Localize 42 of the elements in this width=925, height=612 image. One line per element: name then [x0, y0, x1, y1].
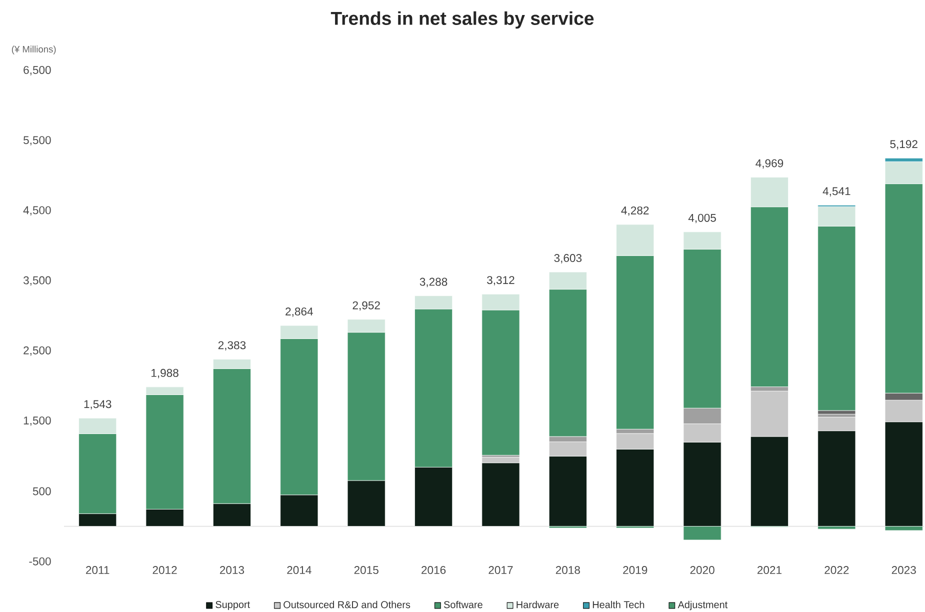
- x-tick-label: 2015: [354, 566, 378, 574]
- x-tick-label: 2019: [623, 566, 648, 574]
- total-label: 3,288: [420, 278, 448, 288]
- x-tick-label: 2021: [757, 566, 782, 574]
- total-label: 3,312: [487, 276, 514, 286]
- total-label: 4,541: [822, 187, 850, 196]
- x-tick-label: 2022: [824, 566, 849, 574]
- total-label: 1,543: [84, 400, 112, 410]
- y-axis-title: (¥ Millions): [12, 46, 56, 54]
- y-tick-label: 1,500: [24, 416, 51, 426]
- x-tick-label: 2017: [488, 566, 513, 574]
- y-tick-label: 5,500: [24, 136, 51, 146]
- total-label: 1,988: [152, 368, 178, 378]
- total-label: 4,282: [621, 206, 649, 216]
- y-tick-label: 3,500: [23, 276, 51, 286]
- y-tick-label: -500: [29, 557, 51, 566]
- y-tick-label: 500: [32, 487, 51, 496]
- total-label: 3,603: [554, 254, 582, 264]
- x-tick-label: 2018: [556, 566, 580, 574]
- legend-label: Adjustment: [678, 600, 728, 610]
- x-tick-label: 2020: [690, 566, 714, 574]
- total-label: 2,864: [286, 308, 313, 317]
- legend-label: Health Tech: [592, 600, 644, 608]
- total-label: 2,383: [218, 341, 246, 351]
- x-tick-label: 2023: [892, 566, 916, 574]
- y-tick-label: 2,500: [24, 346, 51, 356]
- x-tick-label: 2014: [287, 566, 312, 574]
- legend-label: Support: [216, 601, 250, 610]
- total-label: 2,952: [352, 301, 380, 311]
- total-label: 4,005: [688, 214, 716, 224]
- x-tick-label: 2011: [86, 566, 110, 574]
- total-label: 5,192: [890, 140, 918, 150]
- x-tick-label: 2016: [422, 566, 446, 574]
- y-tick-label: 6,500: [24, 66, 51, 76]
- y-tick-label: 4,500: [23, 206, 51, 216]
- chart-title: Trends in net sales by service: [330, 11, 594, 29]
- x-tick-label: 2013: [220, 566, 244, 574]
- x-tick-label: 2012: [152, 566, 177, 574]
- legend-label: Software: [444, 600, 482, 608]
- legend-label: Outsourced R&D and Others: [284, 600, 410, 608]
- legend-label: Hardware: [516, 600, 559, 608]
- total-label: 4,969: [756, 159, 784, 169]
